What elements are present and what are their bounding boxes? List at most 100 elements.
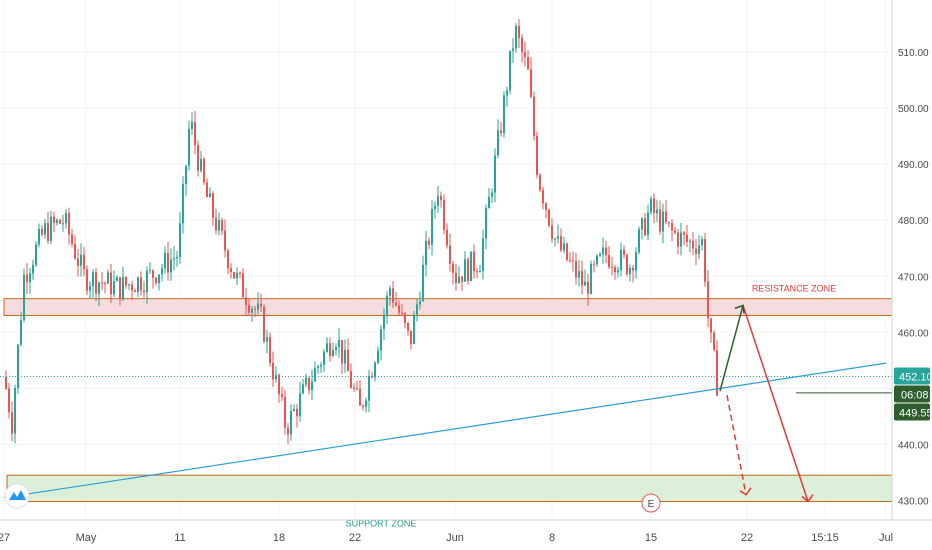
x-tick-label: 15:15 <box>811 532 839 544</box>
event-marker[interactable]: E <box>641 493 661 513</box>
last-price-badge: 449.55 <box>894 403 932 421</box>
candle-body <box>353 387 355 389</box>
candle-body <box>509 50 511 91</box>
candle-body <box>377 350 379 363</box>
candle <box>50 210 52 244</box>
candle-body <box>173 258 175 260</box>
candle-body <box>476 271 478 273</box>
candle-body <box>218 220 220 231</box>
candle-body <box>410 330 412 344</box>
candle <box>302 378 304 395</box>
candle <box>551 218 553 244</box>
candle <box>710 317 712 343</box>
grid <box>0 0 892 520</box>
candle-body <box>566 243 568 261</box>
projection-dashed-arrow[interactable] <box>726 394 747 495</box>
zones: RESISTANCE ZONE SUPPORT ZONE <box>3 284 893 529</box>
candle <box>467 256 469 285</box>
candle <box>671 218 673 242</box>
event-circle[interactable] <box>641 493 661 513</box>
candle-body <box>572 260 574 262</box>
candle <box>410 330 412 350</box>
candle <box>692 232 694 256</box>
candle-body <box>116 277 118 282</box>
candle-body <box>362 405 364 407</box>
candle <box>101 271 103 291</box>
candle <box>341 340 343 374</box>
candle-body <box>8 388 10 413</box>
tradingview-logo-icon[interactable] <box>4 483 30 509</box>
candle-body <box>614 267 616 273</box>
candle-body <box>500 130 502 133</box>
candle-body <box>419 300 421 305</box>
trendline[interactable] <box>3 362 887 499</box>
candle <box>257 291 259 315</box>
x-tick-label: 15 <box>645 532 657 544</box>
candle-body <box>527 57 529 70</box>
candle <box>356 380 358 391</box>
candle-body <box>254 308 256 310</box>
candle <box>581 260 583 295</box>
candle <box>89 281 91 299</box>
candle <box>512 38 514 63</box>
price-axis[interactable]: 430.00440.00450.00460.00470.00480.00490.… <box>891 0 932 520</box>
candle <box>23 268 25 323</box>
candle-body <box>137 277 139 293</box>
candle-body <box>467 259 469 282</box>
projection-dashed-arrowhead <box>739 487 752 496</box>
candle <box>227 248 229 275</box>
candle <box>635 247 637 279</box>
candle <box>461 276 463 292</box>
candle-body <box>452 263 454 273</box>
resistance-zone[interactable] <box>3 298 893 316</box>
support-zone[interactable] <box>6 474 893 503</box>
candle-body <box>293 408 295 412</box>
candle-body <box>392 288 394 303</box>
candle <box>239 271 241 279</box>
candle <box>668 221 670 228</box>
candle-body <box>497 130 499 156</box>
candle-body <box>707 281 709 319</box>
candle-body <box>404 313 406 324</box>
candle-body <box>290 411 292 435</box>
candle-body <box>641 218 643 230</box>
projection-up-arrow[interactable] <box>719 305 744 392</box>
candle <box>404 311 406 329</box>
candle-body <box>149 270 151 272</box>
candle-body <box>557 236 559 239</box>
candle-body <box>692 240 694 249</box>
candle-body <box>602 247 604 254</box>
candle <box>527 49 529 70</box>
candle-body <box>632 267 634 271</box>
candle <box>170 248 172 281</box>
candle-body <box>617 270 619 273</box>
candle <box>662 203 664 244</box>
candle-body <box>170 259 172 273</box>
candle-body <box>200 159 202 171</box>
candle <box>611 256 613 276</box>
candle-body <box>242 273 244 298</box>
candle-body <box>659 209 661 232</box>
y-tick-label: 470.00 <box>898 272 929 283</box>
y-tick-label: 440.00 <box>898 440 929 451</box>
candle <box>77 248 79 277</box>
candle <box>254 305 256 318</box>
candle <box>503 91 505 138</box>
projection-down-arrow[interactable] <box>742 305 809 502</box>
candle-body <box>575 260 577 278</box>
candle-body <box>551 225 553 240</box>
candle-body <box>368 376 370 401</box>
candle <box>359 380 361 406</box>
candle <box>632 265 634 283</box>
candle <box>383 308 385 341</box>
candle-body <box>533 96 535 136</box>
candle <box>599 252 601 258</box>
candle <box>290 404 292 441</box>
candle <box>140 271 142 296</box>
time-axis[interactable]: 27 May 11 18 22 Jun 8 15 22 15:15 Jul <box>0 519 932 544</box>
candle <box>41 224 43 237</box>
candle <box>164 246 166 274</box>
candle <box>416 298 418 322</box>
